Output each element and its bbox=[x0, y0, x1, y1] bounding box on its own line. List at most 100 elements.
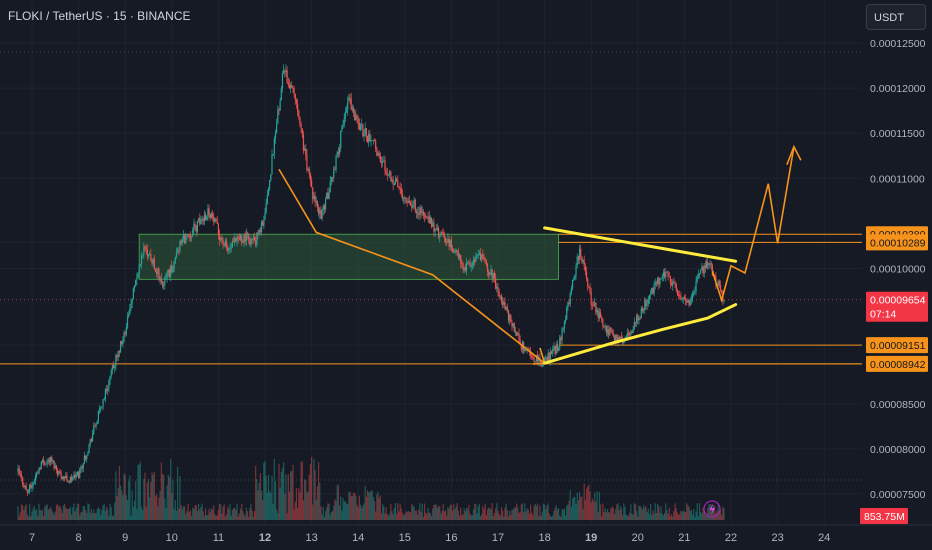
volume-bar bbox=[371, 490, 373, 520]
price-axis[interactable]: 0.00012500 0.00012000 0.00011500 0.00011000… bbox=[703, 38, 928, 546]
volume-bar bbox=[582, 509, 584, 520]
volume-bar bbox=[209, 511, 211, 520]
volume-bar bbox=[262, 500, 264, 520]
candle-body bbox=[283, 70, 285, 74]
candle-body bbox=[196, 220, 199, 232]
volume-bar bbox=[210, 507, 213, 520]
volume-bar bbox=[235, 509, 237, 520]
volume-bar bbox=[387, 515, 390, 520]
candle-body bbox=[25, 485, 27, 491]
volume-bar bbox=[109, 504, 111, 520]
volume-bar bbox=[675, 507, 677, 520]
candle-body bbox=[243, 233, 245, 243]
candle-body bbox=[476, 254, 478, 257]
volume-bar bbox=[192, 507, 194, 520]
volume-bar bbox=[667, 514, 669, 520]
candle-body bbox=[366, 135, 369, 143]
volume-bar bbox=[373, 501, 376, 520]
symbol-title[interactable]: FLOKI / TetherUS · 15 · BINANCE bbox=[8, 9, 191, 23]
volume-bar bbox=[415, 510, 418, 520]
candle-body bbox=[86, 455, 88, 460]
candle-body bbox=[637, 315, 639, 321]
candle-body bbox=[210, 213, 213, 218]
volume-bar bbox=[329, 514, 331, 520]
volume-bar bbox=[510, 514, 512, 520]
volume-bar bbox=[596, 491, 598, 520]
candle-body bbox=[376, 148, 378, 156]
volume-bar bbox=[539, 505, 541, 520]
candle-body bbox=[426, 217, 428, 218]
candle-body bbox=[658, 278, 660, 285]
volume-bar bbox=[242, 511, 244, 520]
volume-bar bbox=[128, 480, 130, 520]
candle-body bbox=[41, 459, 44, 462]
volume-bar bbox=[340, 496, 342, 520]
volume-bar bbox=[286, 513, 288, 520]
volume-bar bbox=[102, 505, 104, 520]
volume-bar bbox=[394, 503, 397, 520]
candle-body bbox=[684, 298, 687, 301]
volume-bar bbox=[723, 508, 725, 520]
candle-body bbox=[290, 84, 292, 89]
volume-bar bbox=[361, 508, 363, 520]
candle-body bbox=[633, 322, 635, 329]
candle-body bbox=[76, 472, 79, 475]
volume-bar bbox=[349, 491, 351, 520]
candle-body bbox=[239, 235, 242, 240]
candle-body bbox=[43, 459, 45, 463]
orange-projection-arrow-head bbox=[786, 144, 802, 166]
volume-bar bbox=[115, 471, 117, 520]
volume-bar bbox=[643, 504, 645, 520]
candle-body bbox=[660, 278, 662, 279]
volume-bar bbox=[175, 510, 178, 520]
candle-body bbox=[83, 455, 86, 464]
candle-body bbox=[241, 235, 243, 241]
currency-button[interactable]: USDT bbox=[866, 4, 926, 30]
volume-bar bbox=[651, 515, 653, 520]
time-axis-background bbox=[0, 525, 932, 550]
volume-bar bbox=[707, 507, 709, 520]
candle-body bbox=[505, 306, 507, 310]
volume-bar bbox=[271, 475, 273, 520]
candle-body bbox=[373, 139, 376, 141]
volume-bar bbox=[695, 511, 697, 520]
candle-body bbox=[364, 128, 366, 133]
candle-body bbox=[238, 238, 240, 240]
volume-bar bbox=[30, 516, 32, 520]
volume-bar bbox=[640, 507, 642, 520]
candle-body bbox=[38, 468, 40, 474]
candle-body bbox=[468, 262, 470, 264]
volume-bar bbox=[567, 504, 569, 520]
candle-body bbox=[114, 366, 116, 368]
volume-bar bbox=[314, 470, 316, 520]
volume-bar bbox=[326, 507, 328, 520]
candle-body bbox=[659, 278, 661, 285]
candle-body bbox=[708, 264, 710, 266]
candle-body bbox=[516, 331, 518, 336]
volume-bar bbox=[24, 506, 26, 520]
volume-bar bbox=[362, 505, 364, 520]
volume-bar bbox=[69, 506, 72, 520]
volume-bar bbox=[107, 509, 109, 520]
candle-body bbox=[674, 283, 676, 284]
candle-body bbox=[588, 286, 590, 288]
candle-body bbox=[175, 252, 178, 258]
price-tag-label: 0.00010289 bbox=[870, 237, 926, 249]
candle-body bbox=[139, 264, 141, 266]
candle-body bbox=[564, 319, 567, 322]
volume-bar bbox=[425, 512, 427, 520]
volume-bar bbox=[101, 509, 103, 520]
candle-body bbox=[559, 337, 561, 349]
candle-body bbox=[137, 274, 139, 278]
candle-body bbox=[439, 236, 441, 238]
candle-body bbox=[446, 241, 448, 243]
candle-body bbox=[545, 357, 547, 358]
volume-bar bbox=[379, 495, 381, 520]
candle-body bbox=[517, 333, 519, 336]
volume-bar bbox=[564, 515, 567, 520]
volume-bar bbox=[76, 503, 79, 520]
candle-body bbox=[666, 271, 668, 273]
time-axis[interactable]: 7 8 9 10 11 12 13 14 15 16 17 18 19 20 21 22 23 24 bbox=[0, 524, 932, 550]
candle-body bbox=[595, 302, 597, 313]
